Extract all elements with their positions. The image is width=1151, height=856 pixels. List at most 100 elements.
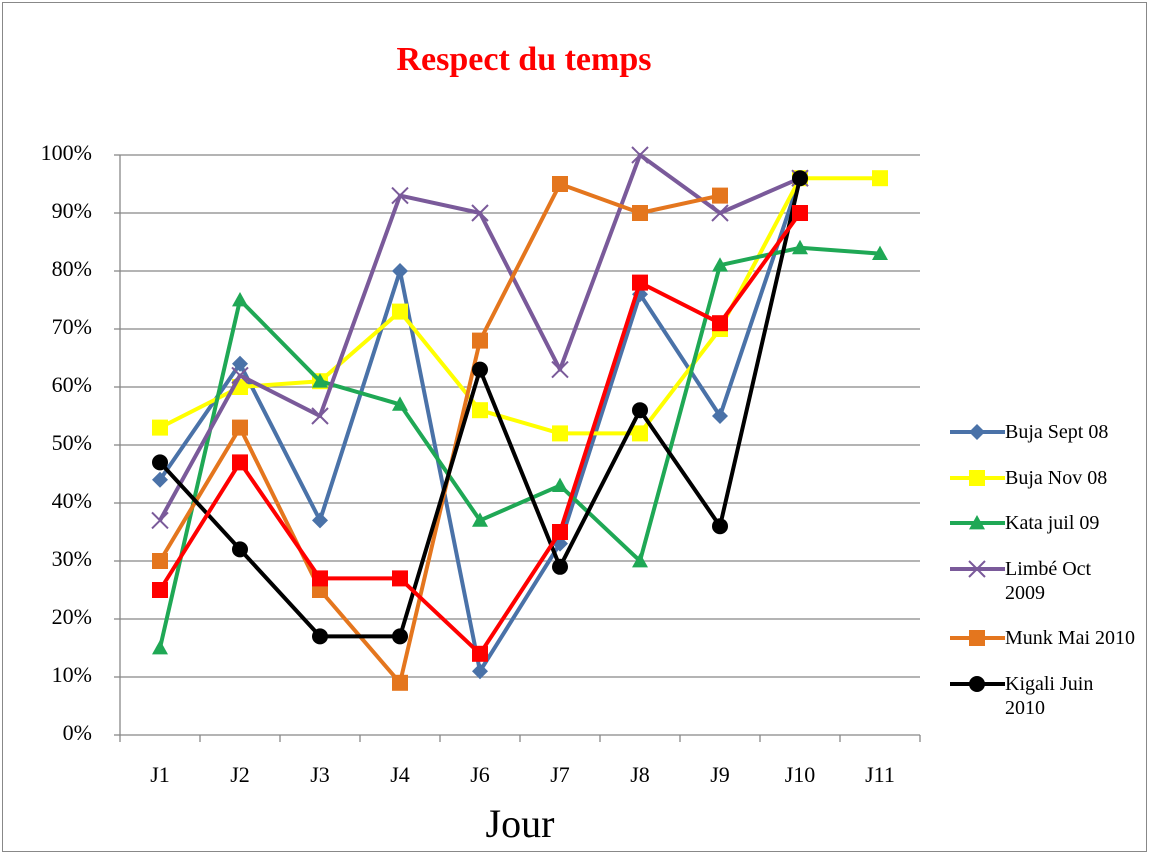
legend-item: Munk Mai 2010: [950, 626, 1135, 650]
x-tick-label: J9: [710, 762, 730, 787]
marker: [552, 524, 568, 540]
marker: [232, 454, 248, 471]
marker: [472, 402, 488, 419]
legend-label: Munk Mai 2010: [1005, 627, 1135, 650]
legend-label: Buja Nov 08: [1005, 466, 1108, 489]
marker: [312, 628, 328, 645]
legend-swatch: [950, 560, 1005, 578]
marker: [632, 425, 648, 442]
marker: [969, 424, 985, 440]
chart-title: Respect du temps: [397, 41, 652, 78]
marker: [392, 674, 408, 691]
marker: [232, 541, 248, 558]
marker: [232, 419, 248, 436]
marker: [632, 402, 648, 419]
marker: [152, 419, 168, 436]
y-tick-label: 0%: [63, 720, 92, 745]
marker: [392, 263, 408, 279]
marker: [312, 373, 328, 388]
y-tick-label: 60%: [52, 372, 92, 397]
marker: [711, 204, 729, 222]
marker: [632, 553, 648, 568]
marker: [152, 553, 168, 569]
marker: [152, 582, 168, 598]
marker: [632, 274, 648, 291]
x-tick-label: J2: [230, 762, 250, 787]
x-tick-label: J11: [865, 762, 895, 787]
x-tick-label: J6: [470, 762, 490, 787]
legend-label: Buja Sept 08: [1005, 421, 1109, 443]
marker: [712, 187, 728, 204]
y-tick-label: 30%: [52, 546, 92, 571]
series-line: [158, 177, 802, 674]
marker: [312, 512, 328, 529]
marker: [551, 360, 569, 379]
legend-item: Buja Nov 08: [950, 466, 1135, 490]
legend-swatch: [950, 515, 1005, 530]
marker: [391, 186, 409, 205]
y-tick-label: 100%: [41, 140, 92, 165]
x-tick-label: J4: [390, 762, 410, 787]
marker: [792, 170, 808, 187]
y-tick-label: 20%: [52, 604, 92, 629]
marker: [552, 425, 568, 442]
series-line: [158, 211, 802, 656]
marker: [392, 570, 408, 587]
marker: [232, 355, 248, 372]
y-tick-label: 80%: [52, 256, 92, 281]
marker: [152, 471, 168, 488]
y-tick-label: 70%: [52, 314, 92, 339]
marker: [712, 518, 728, 535]
marker: [311, 407, 329, 425]
x-tick-label: J7: [550, 762, 570, 787]
marker: [552, 176, 568, 192]
marker: [232, 292, 248, 307]
marker: [312, 570, 328, 587]
marker: [969, 515, 985, 530]
legend-swatch: [950, 469, 1005, 486]
marker: [472, 512, 488, 527]
marker: [872, 170, 888, 187]
legend-item: Kata juil 09: [950, 511, 1135, 535]
marker: [632, 205, 648, 221]
series-line: [159, 176, 880, 436]
series-line: [158, 245, 881, 649]
legend-label: Kata juil 09: [1005, 512, 1100, 535]
x-tick-label: J8: [630, 762, 650, 787]
marker: [969, 469, 985, 486]
marker: [472, 663, 488, 680]
marker: [392, 628, 408, 645]
marker: [152, 640, 168, 655]
marker: [968, 560, 986, 578]
legend-item: Buja Sept 08: [950, 420, 1135, 444]
marker: [792, 205, 808, 221]
marker: [552, 558, 568, 575]
marker: [472, 645, 488, 662]
y-tick-label: 90%: [52, 198, 92, 223]
marker: [631, 146, 649, 164]
marker: [552, 477, 568, 492]
marker: [472, 361, 488, 378]
marker: [151, 511, 169, 530]
legend-swatch: [950, 424, 1005, 440]
x-tick-label: J3: [310, 762, 330, 787]
marker: [712, 408, 728, 424]
x-axis-label: Jour: [486, 801, 555, 846]
legend-label: Limbé Oct 2009: [1005, 557, 1092, 604]
series-line: [158, 182, 721, 685]
y-tick-label: 10%: [52, 662, 92, 687]
legend-item: Limbé Oct 2009: [950, 557, 1135, 605]
x-tick-label: J10: [785, 762, 816, 787]
y-tick-label: 50%: [52, 430, 92, 455]
x-tick-label: J1: [150, 762, 170, 787]
legend-item: Kigali Juin 2010: [950, 672, 1135, 720]
marker: [712, 315, 728, 332]
legend-swatch: [950, 630, 1005, 647]
marker: [392, 396, 408, 411]
marker: [712, 257, 728, 272]
marker: [392, 303, 408, 320]
legend-swatch: [950, 675, 1005, 692]
marker: [231, 366, 249, 385]
